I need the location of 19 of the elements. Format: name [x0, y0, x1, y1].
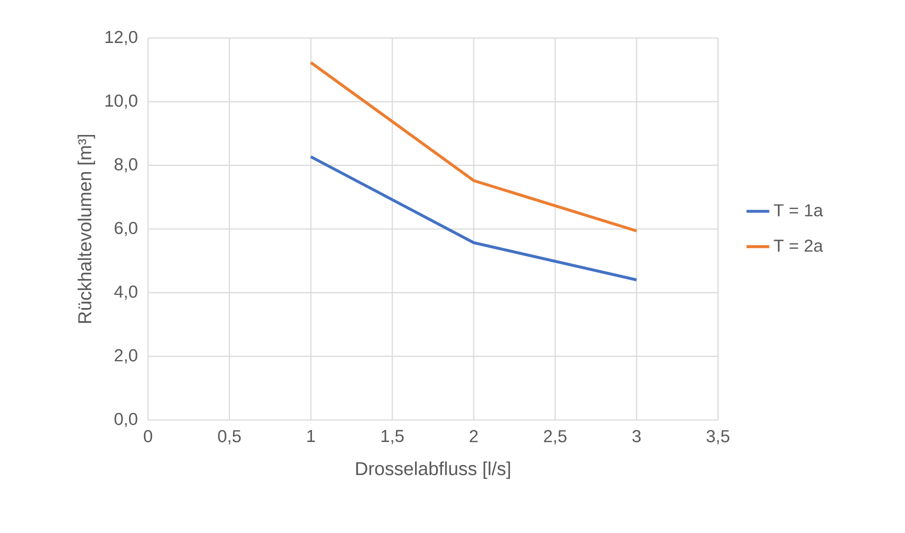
y-tick-label: 4,0: [114, 286, 138, 300]
y-tick-label: 6,0: [114, 222, 138, 236]
legend-label: T = 2a: [774, 240, 824, 252]
y-tick-label: 2,0: [114, 349, 138, 364]
y-tick-label: 0,0: [114, 412, 138, 428]
x-tick-label: 0: [144, 430, 152, 442]
x-tick-label: 0,5: [218, 430, 241, 444]
x-tick-label: 1: [307, 430, 315, 442]
x-tick-label: 2: [470, 430, 478, 442]
x-tick-label: 3: [632, 430, 641, 442]
x-tick-label: 2,5: [544, 430, 566, 444]
x-axis-title: Drosselabfluss [l/s]: [356, 462, 510, 479]
y-tick-label: 10,0: [106, 94, 138, 109]
y-tick-label: 8,0: [114, 158, 138, 172]
x-tick-label: 3,5: [706, 430, 730, 444]
legend-label: T = 1a: [774, 204, 824, 216]
y-axis-title: Rückhaltevolumen [m³]: [78, 134, 96, 323]
x-tick-label: 1,5: [382, 430, 404, 444]
y-tick-label: 12,0: [106, 30, 138, 46]
